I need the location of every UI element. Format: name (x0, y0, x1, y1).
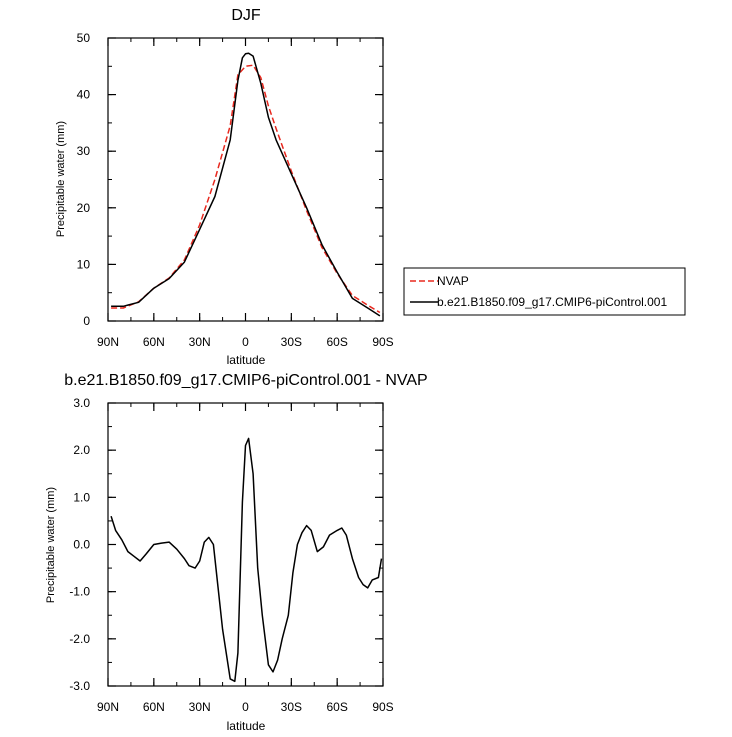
top-chart-plot-area: 90N 60N 30N 0 30S 60S 90S 0 10 20 30 40 50 (77, 31, 394, 349)
legend-box (403, 267, 686, 316)
bottom-chart-x-tick-label: 90S (372, 700, 393, 714)
top-chart-x-tick-label: 0 (242, 335, 249, 349)
bottom-chart-y-tick-label: -3.0 (69, 679, 90, 693)
top-chart-x-tick-label: 60S (326, 335, 347, 349)
legend-nvap-label: NVAP (437, 274, 469, 288)
top-chart-y-tick-label: 10 (77, 257, 91, 271)
bottom-chart-x-tick-label: 60N (143, 700, 165, 714)
top-chart-y-tick-label: 20 (77, 201, 91, 215)
top-chart-y-tick-label: 30 (77, 144, 91, 158)
bottom-chart-x-tick-label: 0 (242, 700, 249, 714)
top-chart-x-tick-label: 30N (189, 335, 211, 349)
bottom-chart-y-tick-label: 0.0 (73, 538, 90, 552)
top-chart-x-tick-label: 90N (97, 335, 119, 349)
top-chart-series-line-1 (111, 52, 381, 317)
bottom-chart-y-tick-label: -1.0 (69, 585, 90, 599)
bottom-chart-x-tick-label: 90N (97, 700, 119, 714)
top-chart-panel: DJF 90N 60N 30N 0 30S 60S 90S 0 10 20 30 40 50 latit… (55, 7, 394, 367)
bottom-chart-panel: b.e21.B1850.f09_g17.CMIP6-piControl.001 … (45, 372, 428, 733)
legend: NVAP b.e21.B1850.f09_g17.CMIP6-piControl… (403, 267, 686, 316)
bottom-chart-plot-area: 90N 60N 30N 0 30S 60S 90S -3.0 -2.0 -1.0 0.0 1.0 2.0… (69, 396, 393, 714)
bottom-chart-x-axis-label: latitude (227, 719, 266, 733)
top-chart-y-tick-label: 50 (77, 31, 91, 45)
bottom-chart-title: b.e21.B1850.f09_g17.CMIP6-piControl.001 … (64, 372, 427, 389)
bottom-chart-y-tick-label: 1.0 (73, 490, 90, 504)
bottom-chart-y-tick-label: -2.0 (69, 632, 90, 646)
top-chart-x-axis-label: latitude (227, 353, 266, 367)
top-chart-y-axis-label: Precipitable water (mm) (55, 121, 67, 237)
bottom-chart-series-line-0 (110, 437, 383, 683)
top-chart-y-tick-label: 40 (77, 88, 91, 102)
bottom-chart-y-tick-label: 3.0 (73, 396, 90, 410)
top-chart-frame (107, 37, 384, 322)
top-chart-x-tick-label: 30S (281, 335, 302, 349)
bottom-chart-x-tick-label: 60S (326, 700, 347, 714)
bottom-chart-x-tick-label: 30N (189, 700, 211, 714)
bottom-chart-y-tick-label: 2.0 (73, 443, 90, 457)
legend-model-label: b.e21.B1850.f09_g17.CMIP6-piControl.001 (437, 295, 667, 309)
bottom-chart-y-axis-label: Precipitable water (mm) (45, 487, 57, 603)
top-chart-x-tick-label: 90S (372, 335, 393, 349)
top-chart-y-tick-label: 0 (83, 314, 90, 328)
top-chart-x-tick-label: 60N (143, 335, 165, 349)
bottom-chart-x-tick-label: 30S (281, 700, 302, 714)
top-chart-title: DJF (231, 7, 261, 24)
